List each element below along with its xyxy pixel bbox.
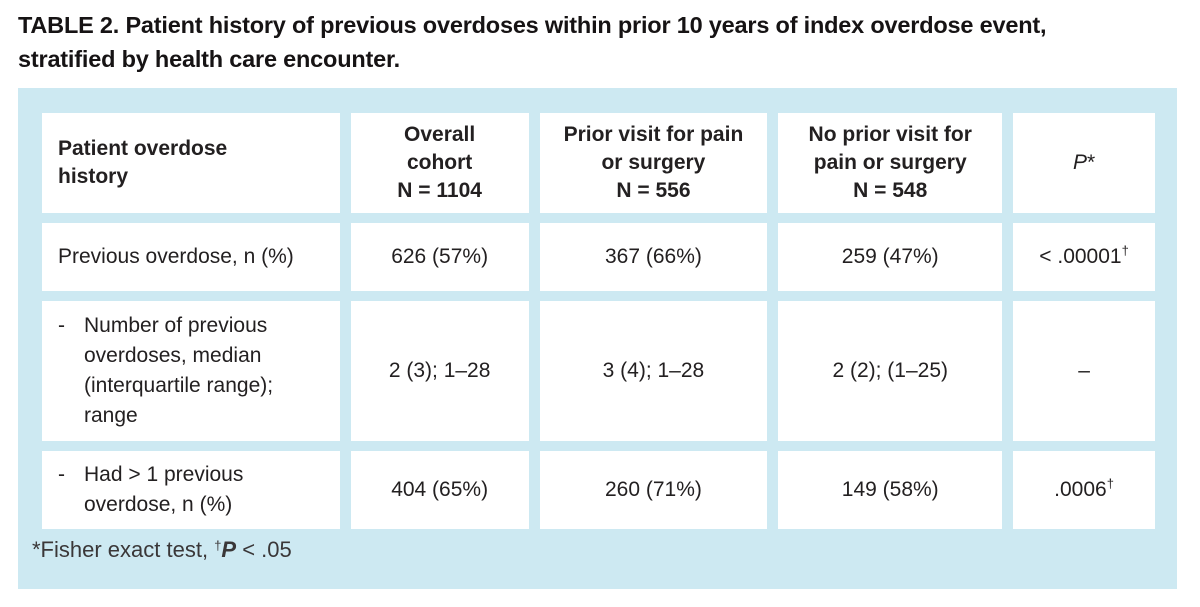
row1-label-cell: Previous overdose, n (%) (42, 223, 340, 291)
row2-p-text: – (1078, 359, 1090, 382)
row2-dash: - (58, 314, 65, 337)
row3-overall-cell: 404 (65%) (350, 451, 529, 529)
row3-prior-visit-cell: 260 (71%) (539, 451, 768, 529)
p-italic: P (1072, 151, 1087, 174)
row2-label-text: Number of previous overdoses, median (in… (84, 314, 274, 427)
p-value-label: P* (1073, 149, 1095, 177)
row2-label: - Number of previous overdoses, median (… (58, 311, 273, 431)
footnote-dagger: † (214, 538, 222, 553)
header-patient-overdose-history: Patient overdose history (42, 113, 340, 213)
row1-p-text: < .00001 (1039, 245, 1122, 268)
header-overall-cohort: Overall cohort N = 1104 (350, 113, 529, 213)
table-footnote: *Fisher exact test, †P < .05 (32, 536, 292, 564)
row1-label: Previous overdose, n (%) (58, 245, 294, 268)
row3-label-cell: - Had > 1 previous overdose, n (%) (42, 451, 340, 529)
row2-overall-cell: 2 (3); 1–28 (350, 301, 529, 441)
row1-dagger: † (1121, 243, 1129, 258)
row1-overall-cell: 626 (57%) (350, 223, 529, 291)
footnote-p-italic: P (221, 537, 237, 562)
p-star: * (1086, 151, 1096, 174)
row3-label-text: Had > 1 previous overdose, n (%) (84, 463, 244, 516)
row3-no-prior-visit-cell: 149 (58%) (778, 451, 1003, 529)
row3-label: - Had > 1 previous overdose, n (%) (58, 460, 243, 520)
header-no-prior-visit: No prior visit for pain or surgery N = 5… (778, 113, 1003, 213)
table-panel: Patient overdose history Overall cohort … (18, 88, 1177, 589)
row2-p-value: – (1078, 357, 1090, 385)
row2-prior-visit-cell: 3 (4); 1–28 (539, 301, 768, 441)
footnote-prefix: *Fisher exact test, (32, 537, 215, 562)
table-caption: TABLE 2. Patient history of previous ove… (18, 8, 1184, 76)
footnote-rest: < .05 (236, 537, 292, 562)
header-p-value: P* (1013, 113, 1155, 213)
row1-no-prior-visit-cell: 259 (47%) (778, 223, 1003, 291)
row1-prior-visit-cell: 367 (66%) (539, 223, 768, 291)
row2-no-prior-visit-cell: 2 (2); (1–25) (778, 301, 1003, 441)
row2-p-value-cell: – (1013, 301, 1155, 441)
table-caption-text: Patient history of previous overdoses wi… (18, 12, 1047, 72)
header-prior-visit: Prior visit for pain or surgery N = 556 (539, 113, 768, 213)
row2-label-cell: - Number of previous overdoses, median (… (42, 301, 340, 441)
row3-dagger: † (1106, 476, 1114, 491)
row1-p-value: < .00001† (1039, 243, 1129, 271)
row3-p-value: .0006† (1054, 476, 1114, 504)
row3-p-value-cell: .0006† (1013, 451, 1155, 529)
row1-p-value-cell: < .00001† (1013, 223, 1155, 291)
table-grid: Patient overdose history Overall cohort … (42, 113, 1155, 529)
row3-dash: - (58, 463, 65, 486)
table-caption-number: TABLE 2. (18, 12, 120, 38)
row3-p-text: .0006 (1054, 478, 1107, 501)
